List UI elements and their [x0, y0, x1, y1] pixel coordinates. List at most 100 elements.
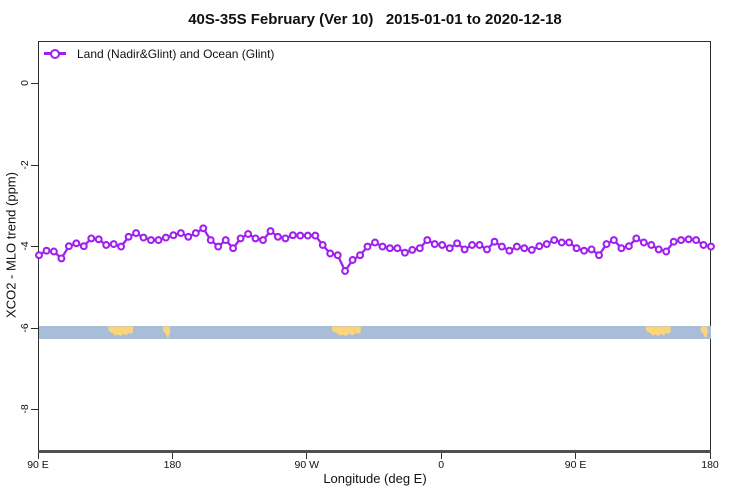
data-point-marker: [475, 241, 484, 249]
data-point-marker: [326, 249, 335, 258]
data-point-marker: [132, 229, 141, 238]
y-tick-label: -2: [19, 159, 31, 170]
data-point-marker: [587, 245, 596, 254]
data-point-marker: [147, 236, 155, 245]
data-point-marker: [557, 238, 566, 247]
data-point-marker: [595, 251, 603, 260]
x-tick-label: 180: [701, 459, 719, 471]
data-point-marker: [109, 240, 118, 249]
data-point-marker: [654, 245, 663, 254]
x-tick-mark: [440, 453, 442, 459]
y-tick-label: -8: [19, 404, 31, 414]
legend: Land (Nadir&Glint) and Ocean (Glint): [44, 46, 274, 61]
data-point-marker: [490, 237, 499, 246]
data-point-marker: [281, 234, 290, 243]
data-point-marker: [624, 242, 633, 251]
data-point-marker: [266, 227, 275, 236]
data-point-marker: [692, 236, 701, 245]
land-patch-australia: [108, 326, 134, 337]
chart-title: 40S-35S February (Ver 10) 2015-01-01 to …: [188, 11, 562, 28]
data-point-marker: [565, 238, 574, 247]
data-point-marker: [677, 236, 686, 245]
data-point-marker: [57, 254, 66, 263]
y-axis-title: XCO2 - MLO trend (ppm): [3, 172, 19, 318]
x-tick-label: 90 W: [294, 459, 320, 471]
x-tick-mark: [306, 453, 308, 459]
data-point-marker: [371, 238, 379, 247]
y-tick-label: -6: [19, 322, 31, 333]
x-axis-title: Longitude (deg E): [323, 471, 427, 486]
land-patch-new-zealand: [162, 326, 171, 339]
x-tick-mark: [575, 453, 577, 459]
data-point-marker: [154, 236, 163, 245]
data-point-marker: [512, 242, 521, 251]
data-point-marker: [87, 234, 96, 243]
data-point-marker: [49, 247, 58, 256]
x-tick-label: 90 E: [564, 459, 587, 471]
data-point-marker: [699, 241, 708, 249]
data-point-marker: [363, 242, 372, 251]
data-point-marker: [609, 236, 618, 245]
data-point-marker: [251, 234, 260, 243]
land-patch-australia-repeat: [646, 326, 671, 337]
legend-marker-icon: [44, 48, 66, 59]
series-line: [38, 226, 712, 274]
data-point-marker: [333, 251, 342, 260]
legend-label: Land (Nadir&Glint) and Ocean (Glint): [77, 46, 275, 61]
data-point-marker: [169, 231, 178, 240]
data-point-marker: [393, 244, 402, 253]
data-point-marker: [408, 245, 417, 254]
data-point-marker: [602, 240, 611, 249]
data-point-marker: [460, 245, 469, 254]
data-point-marker: [520, 244, 529, 253]
data-point-marker: [356, 251, 365, 260]
data-point-marker: [617, 244, 626, 253]
data-point-marker: [483, 245, 491, 254]
land-patch-south-america: [331, 326, 361, 337]
x-tick-label: 0: [438, 459, 445, 471]
data-point-marker: [445, 244, 454, 253]
y-tick-mark: [31, 164, 38, 166]
data-point-marker: [662, 247, 671, 256]
data-point-marker: [79, 242, 88, 251]
data-point-marker: [550, 236, 559, 245]
data-point-marker: [423, 236, 432, 245]
data-point-marker: [430, 240, 439, 249]
data-point-marker: [385, 244, 394, 253]
data-point-marker: [542, 240, 551, 249]
land-patch-new-zealand-repeat: [700, 326, 708, 339]
data-point-marker: [580, 246, 589, 255]
data-point-marker: [527, 245, 536, 254]
y-tick-label: -4: [19, 241, 31, 251]
data-point-marker: [184, 232, 193, 241]
data-point-marker: [176, 229, 185, 238]
x-tick-label: 90 E: [27, 459, 49, 471]
data-point-marker: [35, 251, 43, 260]
data-point-marker: [535, 242, 544, 251]
data-point-marker: [438, 241, 447, 249]
data-point-marker: [102, 241, 111, 249]
data-point-marker: [632, 234, 641, 243]
data-point-marker: [415, 244, 424, 253]
data-point-marker: [161, 233, 170, 242]
y-tick-mark: [31, 83, 38, 84]
data-point-marker: [273, 232, 282, 241]
data-point-marker: [572, 244, 581, 253]
y-tick-mark: [31, 327, 38, 329]
plot-area: [35, 41, 715, 451]
data-point-marker: [378, 242, 387, 251]
data-point-marker: [229, 244, 238, 253]
data-point-marker: [259, 236, 267, 245]
y-tick-mark: [31, 246, 38, 247]
data-point-marker: [244, 230, 253, 238]
data-point-marker: [139, 233, 148, 242]
data-point-marker: [707, 242, 715, 251]
data-point-marker: [311, 231, 320, 240]
legend-circle-icon: [50, 48, 60, 59]
data-point-marker: [72, 239, 81, 248]
latitude-map-band: [39, 326, 711, 339]
data-point-marker: [42, 246, 51, 255]
data-point-marker: [318, 241, 327, 249]
data-point-marker: [400, 248, 409, 257]
